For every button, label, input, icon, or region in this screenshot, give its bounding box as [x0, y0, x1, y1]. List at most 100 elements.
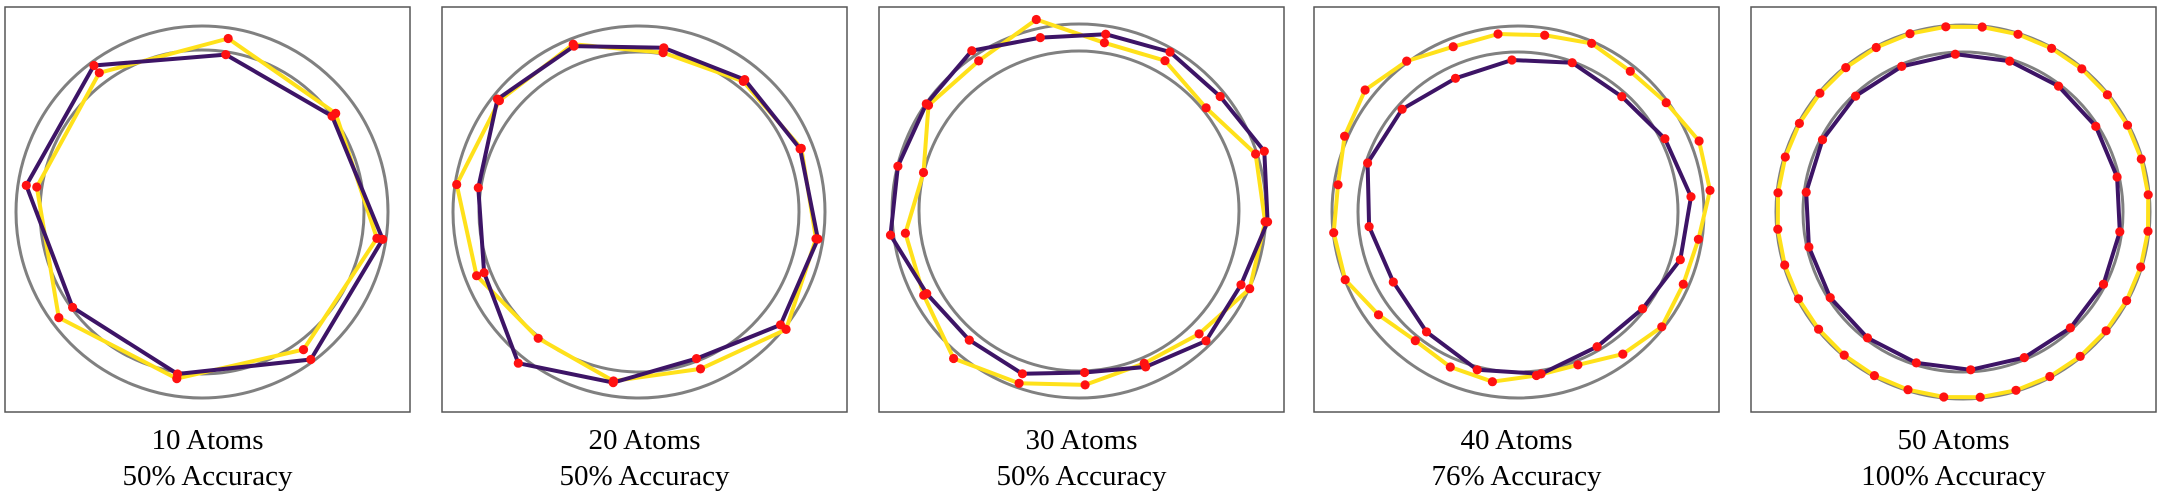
atom-dot: [1388, 277, 1398, 287]
atom-dot: [1487, 377, 1497, 387]
atom-dot: [1780, 152, 1790, 162]
panel-frame: [1750, 6, 2157, 413]
panel-frame: [878, 6, 1285, 413]
atom-dot: [1410, 336, 1420, 346]
atom-dot: [2122, 296, 2132, 306]
outer-guide-ring: [14, 24, 390, 400]
atom-dot: [1897, 61, 1907, 71]
atom-dot: [949, 353, 959, 364]
atom-dot: [1329, 228, 1339, 238]
atom-dot: [1251, 149, 1261, 159]
atom-dot: [1694, 136, 1704, 146]
atom-dot: [2013, 29, 2023, 39]
atom-dot: [921, 99, 931, 109]
atom-dot: [1773, 188, 1783, 198]
panel-accuracy: 76% Accuracy: [1431, 460, 1602, 492]
atom-dot: [1804, 242, 1814, 252]
atom-dot: [569, 41, 579, 51]
atom-dot: [2047, 43, 2057, 54]
atom-dot: [1373, 310, 1384, 320]
purple-chain: [888, 32, 1270, 376]
atom-dot: [1780, 260, 1790, 270]
atom-dot: [1421, 327, 1432, 337]
atom-dot: [775, 320, 786, 330]
atom-dot: [2005, 56, 2015, 66]
atom-dot: [1678, 279, 1688, 289]
atom-dot: [1014, 378, 1024, 388]
atom-dot: [695, 364, 706, 374]
atom-dot: [2065, 323, 2075, 333]
yellow-chain: [903, 17, 1268, 387]
atom-dot: [1340, 131, 1350, 141]
atom-dot: [1814, 324, 1824, 334]
atom-dot: [1657, 322, 1667, 332]
atom-dot: [691, 354, 702, 364]
atom-dot: [795, 144, 805, 154]
atom-dot: [964, 335, 974, 345]
atom-dot: [1851, 91, 1861, 101]
atom-dot: [1201, 336, 1211, 346]
atom-dot: [740, 75, 750, 85]
atom-dot: [94, 68, 104, 78]
atom-dot: [1905, 29, 1915, 39]
atom-dot: [659, 43, 669, 53]
atom-dot: [1903, 385, 1913, 395]
atom-dot: [327, 111, 337, 121]
atom-dot: [1686, 192, 1696, 202]
atom-dot: [1201, 103, 1211, 113]
atom-dot: [1862, 333, 1873, 343]
atom-dot: [1871, 42, 1881, 53]
atom-dot: [1472, 365, 1482, 375]
atom-dot: [1165, 47, 1175, 57]
atom-dot: [1705, 185, 1715, 195]
atom-dot: [473, 183, 483, 193]
atom-dot: [1617, 92, 1627, 102]
atom-dot: [68, 302, 78, 312]
atom-dot: [21, 180, 31, 190]
atom-dot: [1975, 392, 1985, 402]
panel-frame: [1313, 6, 1720, 413]
atom-dot: [1259, 146, 1269, 156]
atom-dot: [32, 182, 42, 192]
atom-dot: [1448, 42, 1458, 52]
atom-dot: [1693, 234, 1703, 244]
atom-dot: [1939, 392, 1949, 402]
panel-title: 50 Atoms: [1897, 424, 2010, 456]
panel-20-atoms: [441, 6, 848, 413]
atom-dot: [1660, 134, 1670, 144]
atom-dot: [1869, 371, 1879, 381]
atom-dot: [1825, 293, 1835, 303]
panel-accuracy: 50% Accuracy: [559, 460, 730, 492]
atom-dot: [2077, 64, 2087, 74]
atom-dot: [306, 354, 316, 365]
atom-dot: [1794, 118, 1804, 128]
panel-40-atoms: [1313, 6, 1720, 413]
atom-dot: [2102, 90, 2112, 100]
atom-dot: [922, 289, 932, 299]
atom-dot: [1194, 329, 1204, 339]
atom-dot: [513, 358, 523, 368]
atom-dot: [2053, 81, 2064, 91]
atom-dot: [2101, 326, 2111, 336]
atom-dot: [1360, 85, 1370, 95]
atom-dot: [2143, 226, 2153, 236]
atom-dot: [2019, 353, 2029, 363]
atom-dot: [2143, 190, 2153, 200]
atom-dot: [1236, 280, 1246, 290]
atom-dot: [1536, 369, 1546, 379]
atom-dot: [1941, 22, 1951, 32]
caption-30-atoms: 30 Atoms 50% Accuracy: [878, 422, 1285, 494]
atom-dot: [918, 167, 929, 178]
ring-plot: [1750, 6, 2157, 413]
caption-40-atoms: 40 Atoms 76% Accuracy: [1313, 422, 1720, 494]
atom-dot: [885, 230, 896, 240]
atom-dot: [533, 333, 543, 343]
atom-dot: [893, 161, 903, 171]
panel-50-atoms: [1750, 6, 2157, 413]
atom-dot: [223, 33, 233, 44]
atom-dot: [1450, 73, 1461, 83]
atom-dot: [1567, 58, 1577, 68]
atom-dot: [1638, 304, 1648, 314]
panel-title: 30 Atoms: [1025, 424, 1138, 456]
